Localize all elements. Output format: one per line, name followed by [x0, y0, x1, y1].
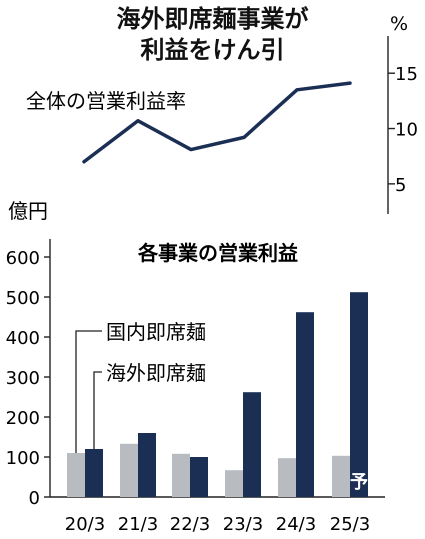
margin-point	[295, 88, 299, 92]
margin-line	[82, 81, 352, 164]
legend-label-domestic: 国内即席麺	[106, 320, 206, 344]
profit-x-label: 21/3	[118, 514, 158, 535]
margin-y-tick-label: 10	[395, 120, 418, 141]
profit-x-label: 20/3	[65, 514, 105, 535]
chart-title-line-1: 海外即席麺事業が	[116, 5, 309, 33]
legend-label-overseas: 海外即席麺	[106, 361, 206, 385]
profit-x-label: 22/3	[170, 514, 210, 535]
profit-x-labels: 20/3 21/3 22/3 23/3 24/3 25/3	[65, 514, 370, 535]
profit-x-label: 24/3	[276, 514, 316, 535]
margin-y-tick-label: 15	[395, 64, 418, 85]
profit-y-tick-label: 400	[6, 328, 40, 349]
bar-domestic	[278, 458, 296, 497]
legend-leader-overseas	[93, 371, 102, 449]
margin-y-tick-label: 5	[395, 175, 406, 196]
chart-title: 海外即席麺事業が 利益をけん引	[0, 4, 425, 66]
profit-y-ticks: 0 100 200 300 400 500 600	[6, 248, 50, 509]
legend-leader-domestic	[75, 330, 102, 453]
profit-y-tick-label: 200	[6, 408, 40, 429]
profit-unit-label: 億円	[8, 199, 48, 223]
profit-y-tick-label: 0	[29, 488, 40, 509]
margin-unit-label: %	[390, 13, 408, 35]
bar-overseas	[296, 312, 314, 497]
profit-y-tick-label: 100	[6, 448, 40, 469]
profit-bar-chart: 億円 各事業の営業利益 0 100 200 300 400 500 600 予 20/3 21…	[6, 199, 385, 535]
bar-domestic	[120, 443, 138, 497]
margin-point	[242, 135, 246, 139]
bar-domestic	[225, 470, 243, 497]
profit-y-tick-label: 300	[6, 368, 40, 389]
margin-point	[348, 81, 352, 85]
margin-y-ticks: 5 10 15	[388, 64, 418, 196]
bar-overseas	[138, 433, 156, 497]
profit-y-tick-label: 600	[6, 248, 40, 269]
profit-x-label: 23/3	[223, 514, 263, 535]
chart-title-line-2: 利益をけん引	[140, 36, 285, 64]
bar-domestic	[332, 455, 350, 497]
bar-domestic	[172, 453, 190, 497]
profit-x-label: 25/3	[330, 514, 370, 535]
margin-series	[82, 81, 352, 164]
margin-series-label: 全体の営業利益率	[26, 89, 186, 113]
profit-chart-title: 各事業の営業利益	[137, 241, 298, 265]
profit-bars: 予	[67, 292, 368, 497]
profit-y-tick-label: 500	[6, 288, 40, 309]
bar-domestic	[67, 453, 85, 497]
bar-overseas	[243, 392, 261, 497]
bar-overseas	[350, 292, 368, 497]
margin-point	[189, 148, 193, 152]
margin-line-chart: % 5 10 15 全体の営業利益率	[26, 13, 418, 214]
bar-overseas	[85, 449, 103, 497]
margin-point	[82, 160, 86, 164]
margin-point	[136, 119, 140, 123]
bar-overseas	[190, 457, 208, 497]
forecast-marker: 予	[350, 472, 368, 493]
